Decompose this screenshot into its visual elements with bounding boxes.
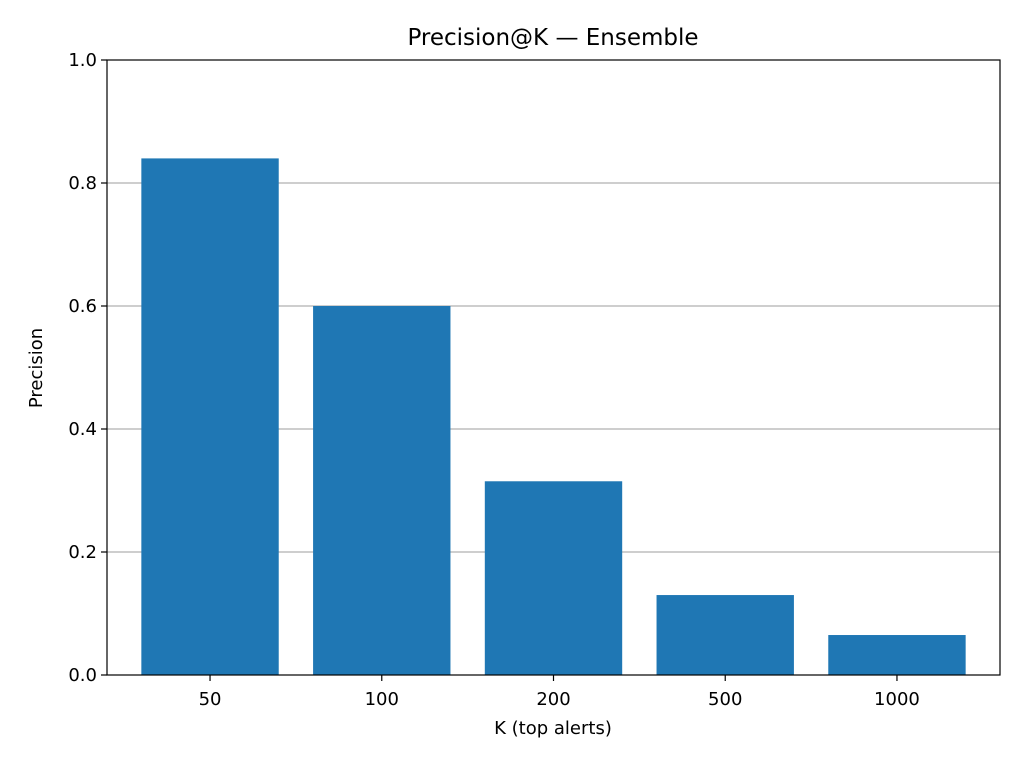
- y-axis-label: Precision: [26, 328, 47, 408]
- bar-100: [313, 306, 451, 675]
- x-tick-label: 200: [536, 689, 570, 710]
- y-tick-label: 0.6: [68, 296, 97, 317]
- bar-50: [141, 158, 279, 675]
- x-tick-label: 1000: [874, 689, 920, 710]
- bar-500: [656, 595, 794, 675]
- x-tick-label: 500: [708, 689, 742, 710]
- chart-title: Precision@K — Ensemble: [407, 25, 698, 51]
- x-axis-ticks: 50 100 200 500 1000: [199, 675, 920, 710]
- y-tick-label: 0.0: [68, 665, 97, 686]
- y-tick-label: 0.8: [68, 173, 97, 194]
- x-tick-label: 50: [199, 689, 222, 710]
- y-tick-label: 1.0: [68, 50, 97, 71]
- x-axis-label: K (top alerts): [494, 718, 612, 739]
- y-tick-label: 0.4: [68, 419, 97, 440]
- y-tick-label: 0.2: [68, 542, 97, 563]
- x-tick-label: 100: [365, 689, 399, 710]
- bar-200: [484, 481, 623, 675]
- bars: [141, 158, 966, 675]
- bar-1000: [828, 635, 966, 675]
- y-axis-ticks: 0.0 0.2 0.4 0.6 0.8 1.0: [68, 50, 107, 686]
